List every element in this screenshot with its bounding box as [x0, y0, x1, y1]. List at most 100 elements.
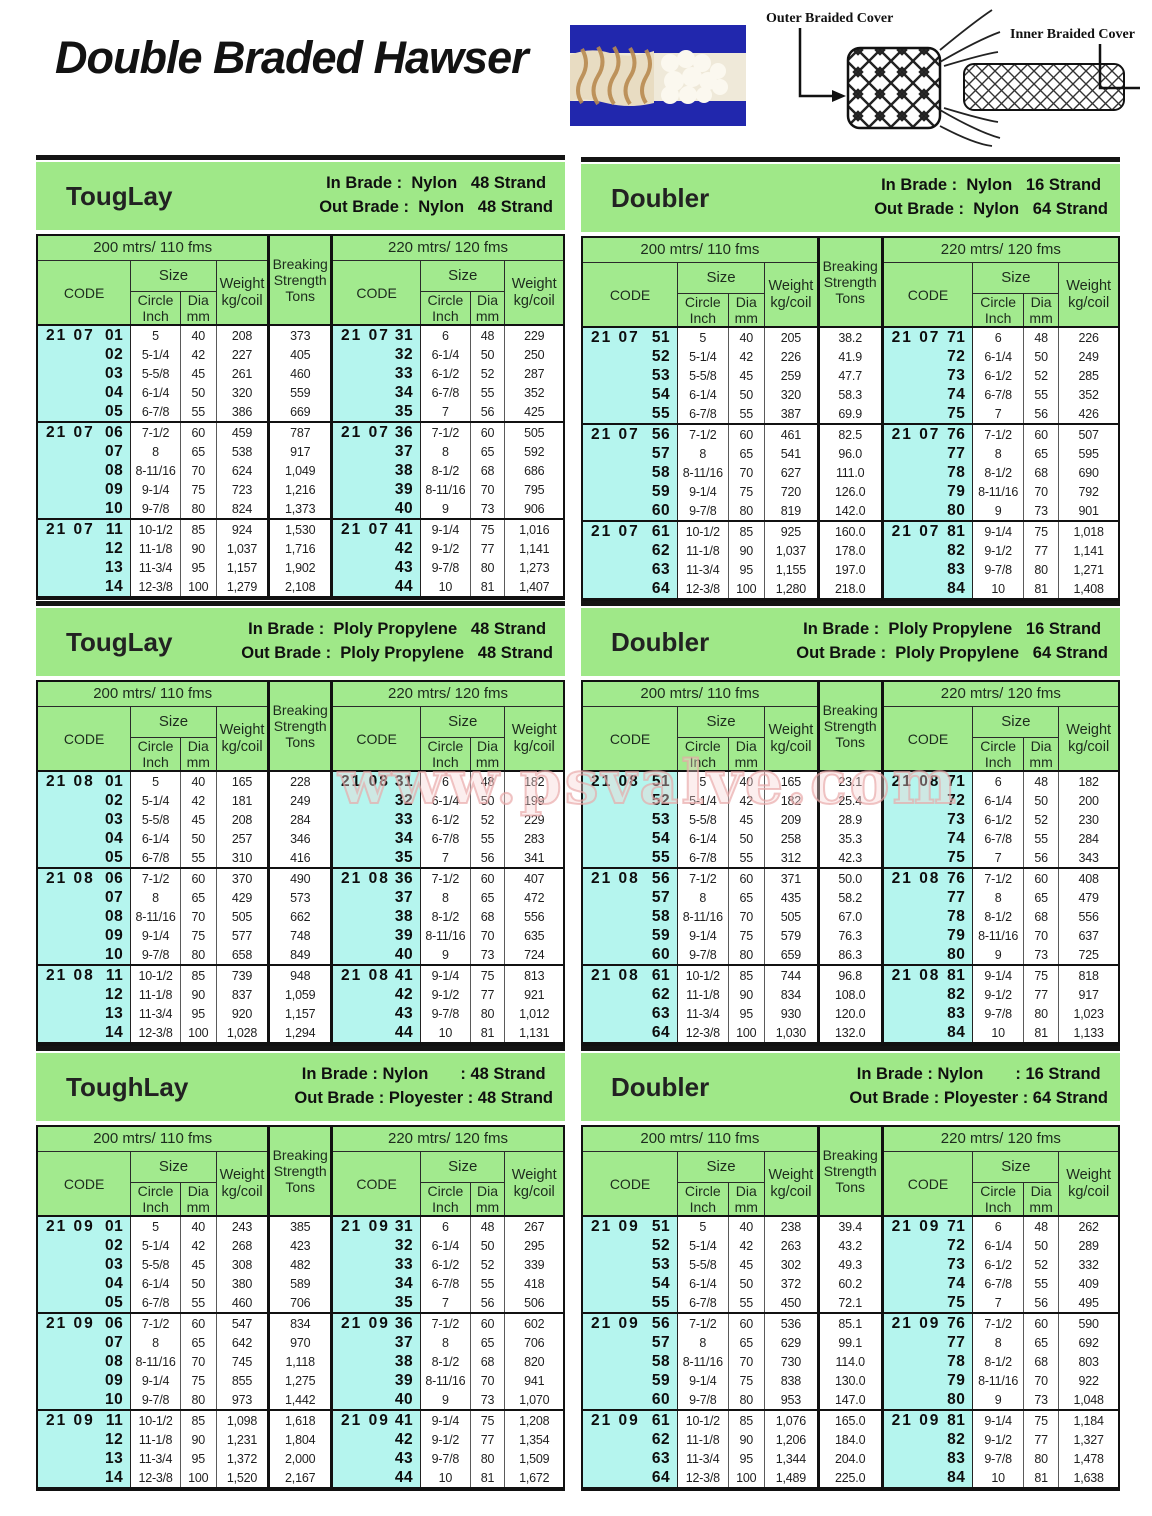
weight-cell: 820 [504, 1352, 565, 1372]
dia-mm-header: Dia mm [179, 291, 217, 327]
circle-inch-cell: 8-11/16 [420, 926, 471, 946]
dia-mm-cell: 65 [469, 442, 506, 462]
spec-row: 08 8-11/16 70 745 1,118 38 8-1/2 68 820 [36, 1352, 565, 1372]
weight-cell: 387 [764, 404, 819, 425]
rope-photo [570, 25, 746, 126]
weight-cell: 332 [1058, 1255, 1120, 1275]
code-cell: 57 [581, 444, 679, 464]
dia-mm-cell: 60 [179, 1312, 217, 1334]
weight-cell: 637 [1058, 926, 1120, 946]
circle-inch-cell: 8-11/16 [420, 1371, 471, 1391]
dia-mm-cell: 65 [469, 888, 506, 908]
weight-cell: 450 [764, 1293, 819, 1314]
dia-mm-cell: 52 [469, 1255, 506, 1275]
weight-cell: 659 [764, 945, 819, 966]
code-cell: 42 [331, 539, 422, 559]
dia-mm-cell: 52 [1022, 366, 1060, 386]
code-header: CODE [881, 1151, 974, 1218]
weight-cell: 208 [215, 325, 270, 346]
code-cell: 55 [581, 1293, 679, 1314]
code-suffix: 02 [105, 1236, 124, 1254]
weight-cell: 302 [764, 1255, 819, 1275]
breaking-strength-cell: 559 [267, 383, 334, 403]
code-cell: 59 [581, 482, 679, 502]
breaking-strength-cell: 142.0 [816, 501, 884, 522]
spec-row: 21 08 51 5 40 165 23.1 21 08 71 6 48 182 [581, 771, 1120, 792]
weight-cell: 1,155 [764, 560, 819, 580]
code-header: CODE [581, 706, 679, 773]
spec-row: 07 8 65 642 970 37 8 65 706 [36, 1333, 565, 1353]
out-brade-label: Out Brade : Ploly Propylene 48 Strand [241, 644, 553, 662]
dia-mm-cell: 75 [727, 482, 766, 502]
in-brade-label: In Brade : Nylon 48 Strand [326, 174, 547, 193]
circle-inch-cell: 6-1/4 [972, 347, 1024, 367]
code-cell: 21 09 71 [881, 1216, 974, 1237]
size-header: Size [677, 1151, 766, 1183]
dia-mm-cell: 48 [469, 1216, 506, 1237]
code-suffix: 05 [105, 1293, 124, 1311]
code-cell: 12 [36, 1430, 132, 1450]
code-suffix: 03 [105, 810, 124, 828]
code-suffix: 31 [394, 772, 414, 790]
code-cell: 44 [331, 577, 422, 599]
code-cell: 79 [881, 482, 974, 502]
spec-row: 03 5-5/8 45 308 482 33 6-1/2 52 339 [36, 1255, 565, 1275]
spec-row: 21 08 01 5 40 165 228 21 08 31 6 48 182 [36, 771, 565, 792]
spec-row: 59 9-1/4 75 838 130.0 79 8-11/16 70 922 [581, 1371, 1120, 1391]
code-suffix: 73 [947, 366, 966, 384]
circle-inch-cell: 5-5/8 [130, 1255, 181, 1275]
dia-mm-cell: 70 [727, 1352, 766, 1372]
dia-mm-cell: 42 [727, 1236, 766, 1256]
circle-inch-cell: 9-7/8 [130, 1390, 181, 1411]
weight-header: Weight kg/coil [1058, 1151, 1120, 1218]
code-suffix: 06 [105, 1314, 124, 1332]
dia-mm-cell: 55 [727, 1293, 766, 1314]
breaking-strength-cell: 96.8 [816, 964, 884, 986]
breaking-strength-cell: 47.7 [816, 366, 884, 386]
code-suffix: 34 [394, 829, 414, 847]
circle-inch-cell: 6-7/8 [130, 402, 181, 423]
dia-mm-cell: 80 [727, 1390, 766, 1411]
dia-mm-cell: 55 [1022, 385, 1060, 405]
code-cell: 21 07 11 [36, 518, 132, 540]
spec-row: 12 11-1/8 90 1,231 1,804 42 9-1/2 77 1,354 [36, 1430, 565, 1450]
code-suffix: 03 [105, 364, 124, 382]
weight-cell: 541 [764, 444, 819, 464]
code-suffix: 10 [105, 945, 124, 963]
dia-mm-header: Dia mm [727, 1182, 766, 1218]
dia-mm-cell: 90 [179, 985, 217, 1005]
product-name: TougLay [66, 626, 173, 657]
weight-cell: 642 [215, 1333, 270, 1353]
code-suffix: 39 [394, 926, 414, 944]
spec-row: 04 6-1/4 50 257 346 34 6-7/8 55 283 [36, 829, 565, 849]
dia-mm-cell: 75 [1022, 1409, 1060, 1431]
code-suffix: 79 [947, 482, 966, 500]
code-suffix: 04 [105, 829, 124, 847]
dia-mm-cell: 40 [727, 1216, 766, 1237]
code-suffix: 09 [105, 480, 124, 498]
breaking-strength-cell: 1,294 [267, 1023, 334, 1045]
spec-row: 05 6-7/8 55 310 416 35 7 56 341 [36, 848, 565, 869]
code-suffix: 80 [947, 501, 966, 519]
code-cell: 54 [581, 1274, 679, 1294]
dia-mm-cell: 65 [1022, 1333, 1060, 1353]
code-cell: 21 09 41 [331, 1409, 422, 1431]
weight-cell: 819 [764, 501, 819, 522]
circle-inch-cell: 8-1/2 [972, 1352, 1024, 1372]
weight-header: Weight kg/coil [215, 260, 270, 327]
circle-inch-header: Circle Inch [130, 291, 181, 327]
spec-table-doubler-polypropylene: Doubler In Brade : Ploly Propylene 16 Str… [581, 601, 1120, 1047]
code-cell: 83 [881, 1004, 974, 1024]
code-cell: 14 [36, 1468, 132, 1490]
code-suffix: 05 [105, 402, 124, 420]
breaking-strength-cell: 1,442 [267, 1390, 334, 1411]
dia-mm-header: Dia mm [179, 737, 217, 773]
circle-inch-cell: 6-7/8 [677, 848, 729, 869]
circle-inch-header: Circle Inch [130, 1182, 181, 1218]
dia-mm-cell: 85 [727, 1409, 766, 1431]
code-suffix: 09 [105, 1371, 124, 1389]
weight-cell: 426 [1058, 404, 1120, 425]
code-cell: 13 [36, 1449, 132, 1469]
circle-inch-cell: 5-1/4 [130, 791, 181, 811]
code-suffix: 43 [394, 1449, 414, 1467]
